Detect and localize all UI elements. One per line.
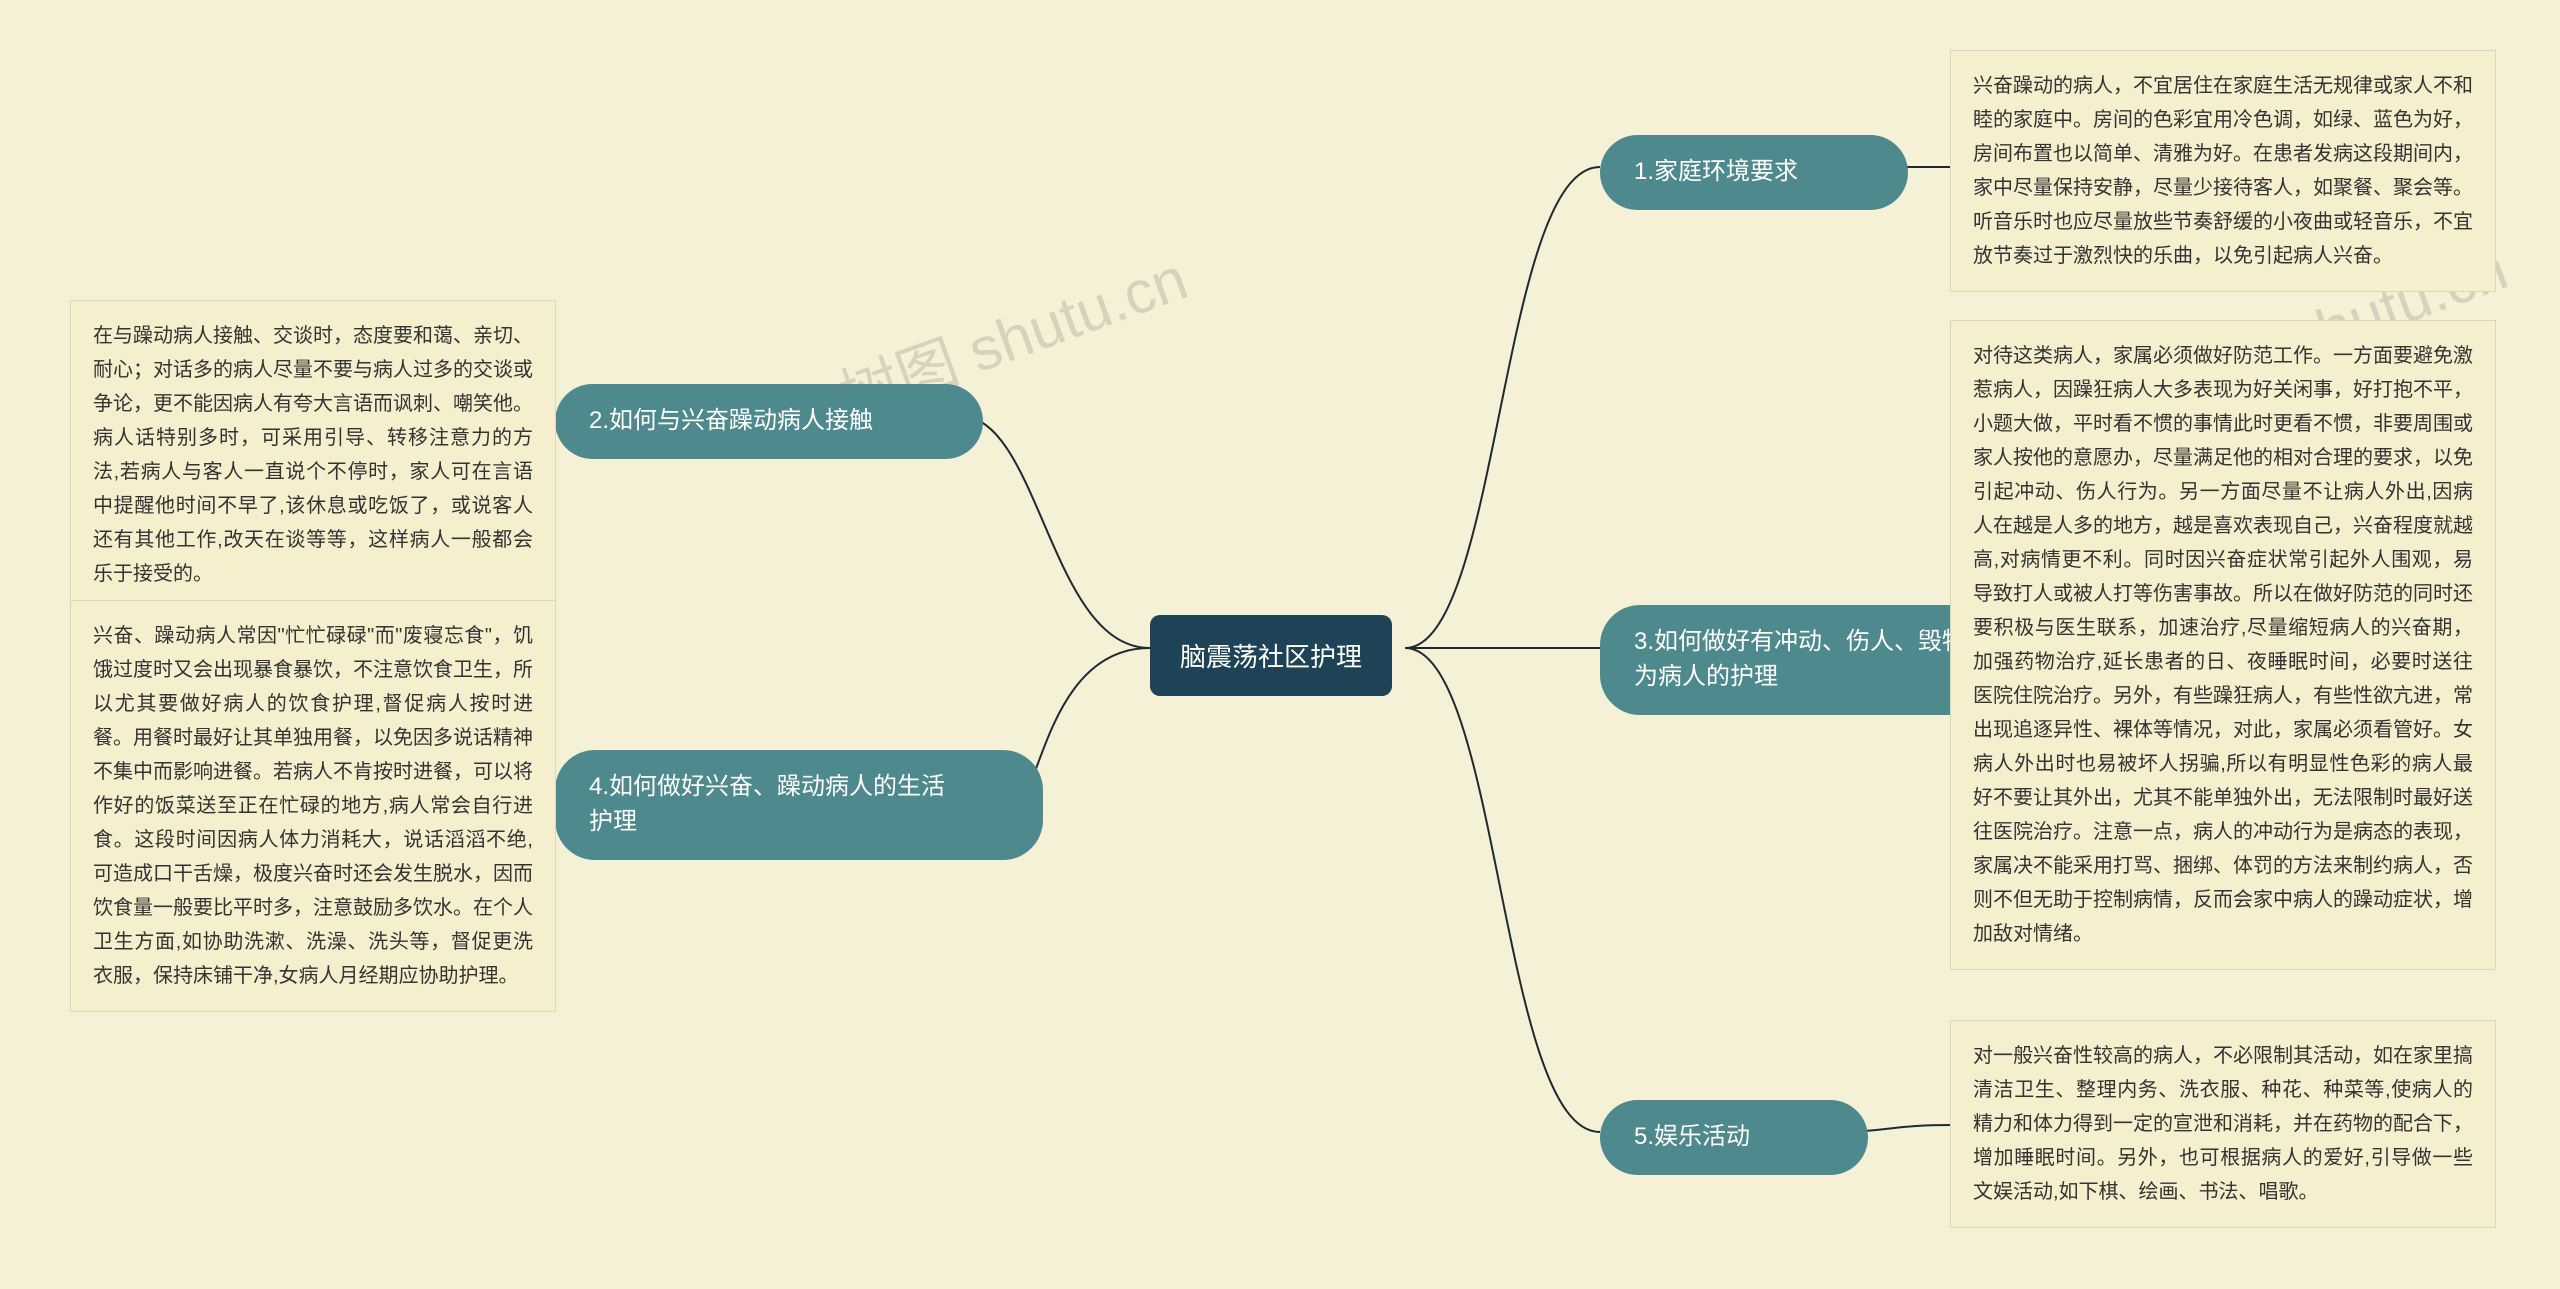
- branch-2[interactable]: 2.如何与兴奋躁动病人接触: [555, 384, 983, 459]
- branch-5[interactable]: 5.娱乐活动: [1600, 1100, 1868, 1175]
- edge: [1405, 648, 1600, 1132]
- detail-4: 兴奋、躁动病人常因"忙忙碌碌"而"废寝忘食"，饥饿过度时又会出现暴食暴饮，不注意…: [70, 600, 556, 1012]
- branch-1[interactable]: 1.家庭环境要求: [1600, 135, 1908, 210]
- mindmap-canvas: 树图 shutu.cn 树图 shutu.cn 脑震荡社区护理 1.家庭环境要求…: [0, 0, 2560, 1289]
- branch-4[interactable]: 4.如何做好兴奋、躁动病人的生活护理: [555, 750, 1043, 860]
- center-node[interactable]: 脑震荡社区护理: [1150, 615, 1392, 696]
- detail-2: 在与躁动病人接触、交谈时，态度要和蔼、亲切、耐心；对话多的病人尽量不要与病人过多…: [70, 300, 556, 610]
- detail-5: 对一般兴奋性较高的病人，不必限制其活动，如在家里搞清洁卫生、整理内务、洗衣服、种…: [1950, 1020, 2496, 1228]
- edge: [1405, 167, 1600, 648]
- detail-1: 兴奋躁动的病人，不宜居住在家庭生活无规律或家人不和睦的家庭中。房间的色彩宜用冷色…: [1950, 50, 2496, 292]
- detail-3: 对待这类病人，家属必须做好防范工作。一方面要避免激惹病人，因躁狂病人大多表现为好…: [1950, 320, 2496, 970]
- edge: [960, 416, 1150, 648]
